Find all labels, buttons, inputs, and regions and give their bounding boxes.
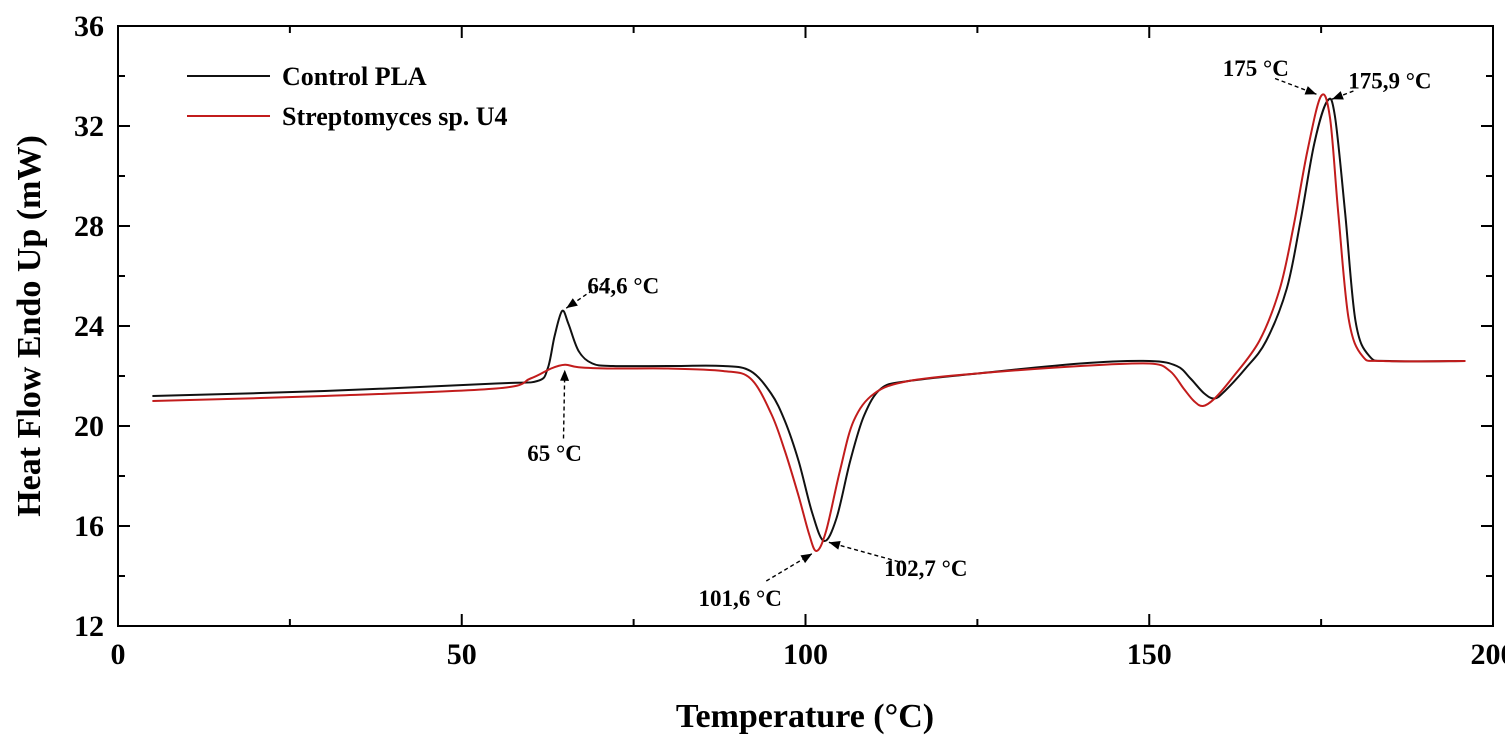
x-axis-title: Temperature (°C) xyxy=(676,698,934,735)
x-tick-label: 150 xyxy=(1127,638,1172,671)
y-tick-label: 36 xyxy=(74,10,104,43)
annotation-label: 102,7 °C xyxy=(884,556,967,581)
legend-label-streptomyces: Streptomyces sp. U4 xyxy=(282,102,508,131)
annotation-arrow xyxy=(562,369,566,439)
y-axis-title: Heat Flow Endo Up (mW) xyxy=(11,135,48,517)
x-tick-label: 100 xyxy=(783,638,828,671)
y-tick-label: 20 xyxy=(74,410,104,443)
annotation-arrow xyxy=(1331,90,1354,100)
annotation-arrowhead xyxy=(800,553,813,564)
annotation-label: 175 °C xyxy=(1223,56,1289,81)
annotation-arrow xyxy=(828,541,906,565)
x-tick-label: 200 xyxy=(1471,638,1505,671)
x-tick-label: 50 xyxy=(447,638,477,671)
y-tick-label: 12 xyxy=(74,610,104,643)
annotation-arrowhead xyxy=(566,298,578,309)
legend-label-control-pla: Control PLA xyxy=(282,62,427,91)
series-layer xyxy=(152,93,1466,552)
y-tick-label: 24 xyxy=(74,310,104,343)
annotation-label: 175,9 °C xyxy=(1348,69,1431,94)
legend: Control PLA Streptomyces sp. U4 xyxy=(187,62,508,131)
annotation-arrowhead xyxy=(560,369,570,381)
y-tick-label: 28 xyxy=(74,210,104,243)
x-tick-label: 0 xyxy=(111,638,126,671)
annotation-arrowhead xyxy=(1304,86,1317,95)
annotation-label: 65 °C xyxy=(527,441,582,466)
axis-ticks: 0 50 100 150 200 12 16 20 24 28 32 36 xyxy=(74,10,1505,671)
annotation-layer: 64,6 °C 65 °C 101,6 °C 102,7 °C 175 °C 175,9 … xyxy=(527,56,1431,611)
annotation-arrowhead xyxy=(1331,91,1344,100)
series-line-control-pla xyxy=(152,97,1466,542)
annotation-label: 64,6 °C xyxy=(587,274,659,299)
series-line-streptomyces xyxy=(152,93,1466,552)
y-tick-label: 32 xyxy=(74,110,104,143)
y-tick-label: 16 xyxy=(74,510,104,543)
annotation-arrowhead xyxy=(828,540,841,550)
annotation-label: 101,6 °C xyxy=(699,586,782,611)
